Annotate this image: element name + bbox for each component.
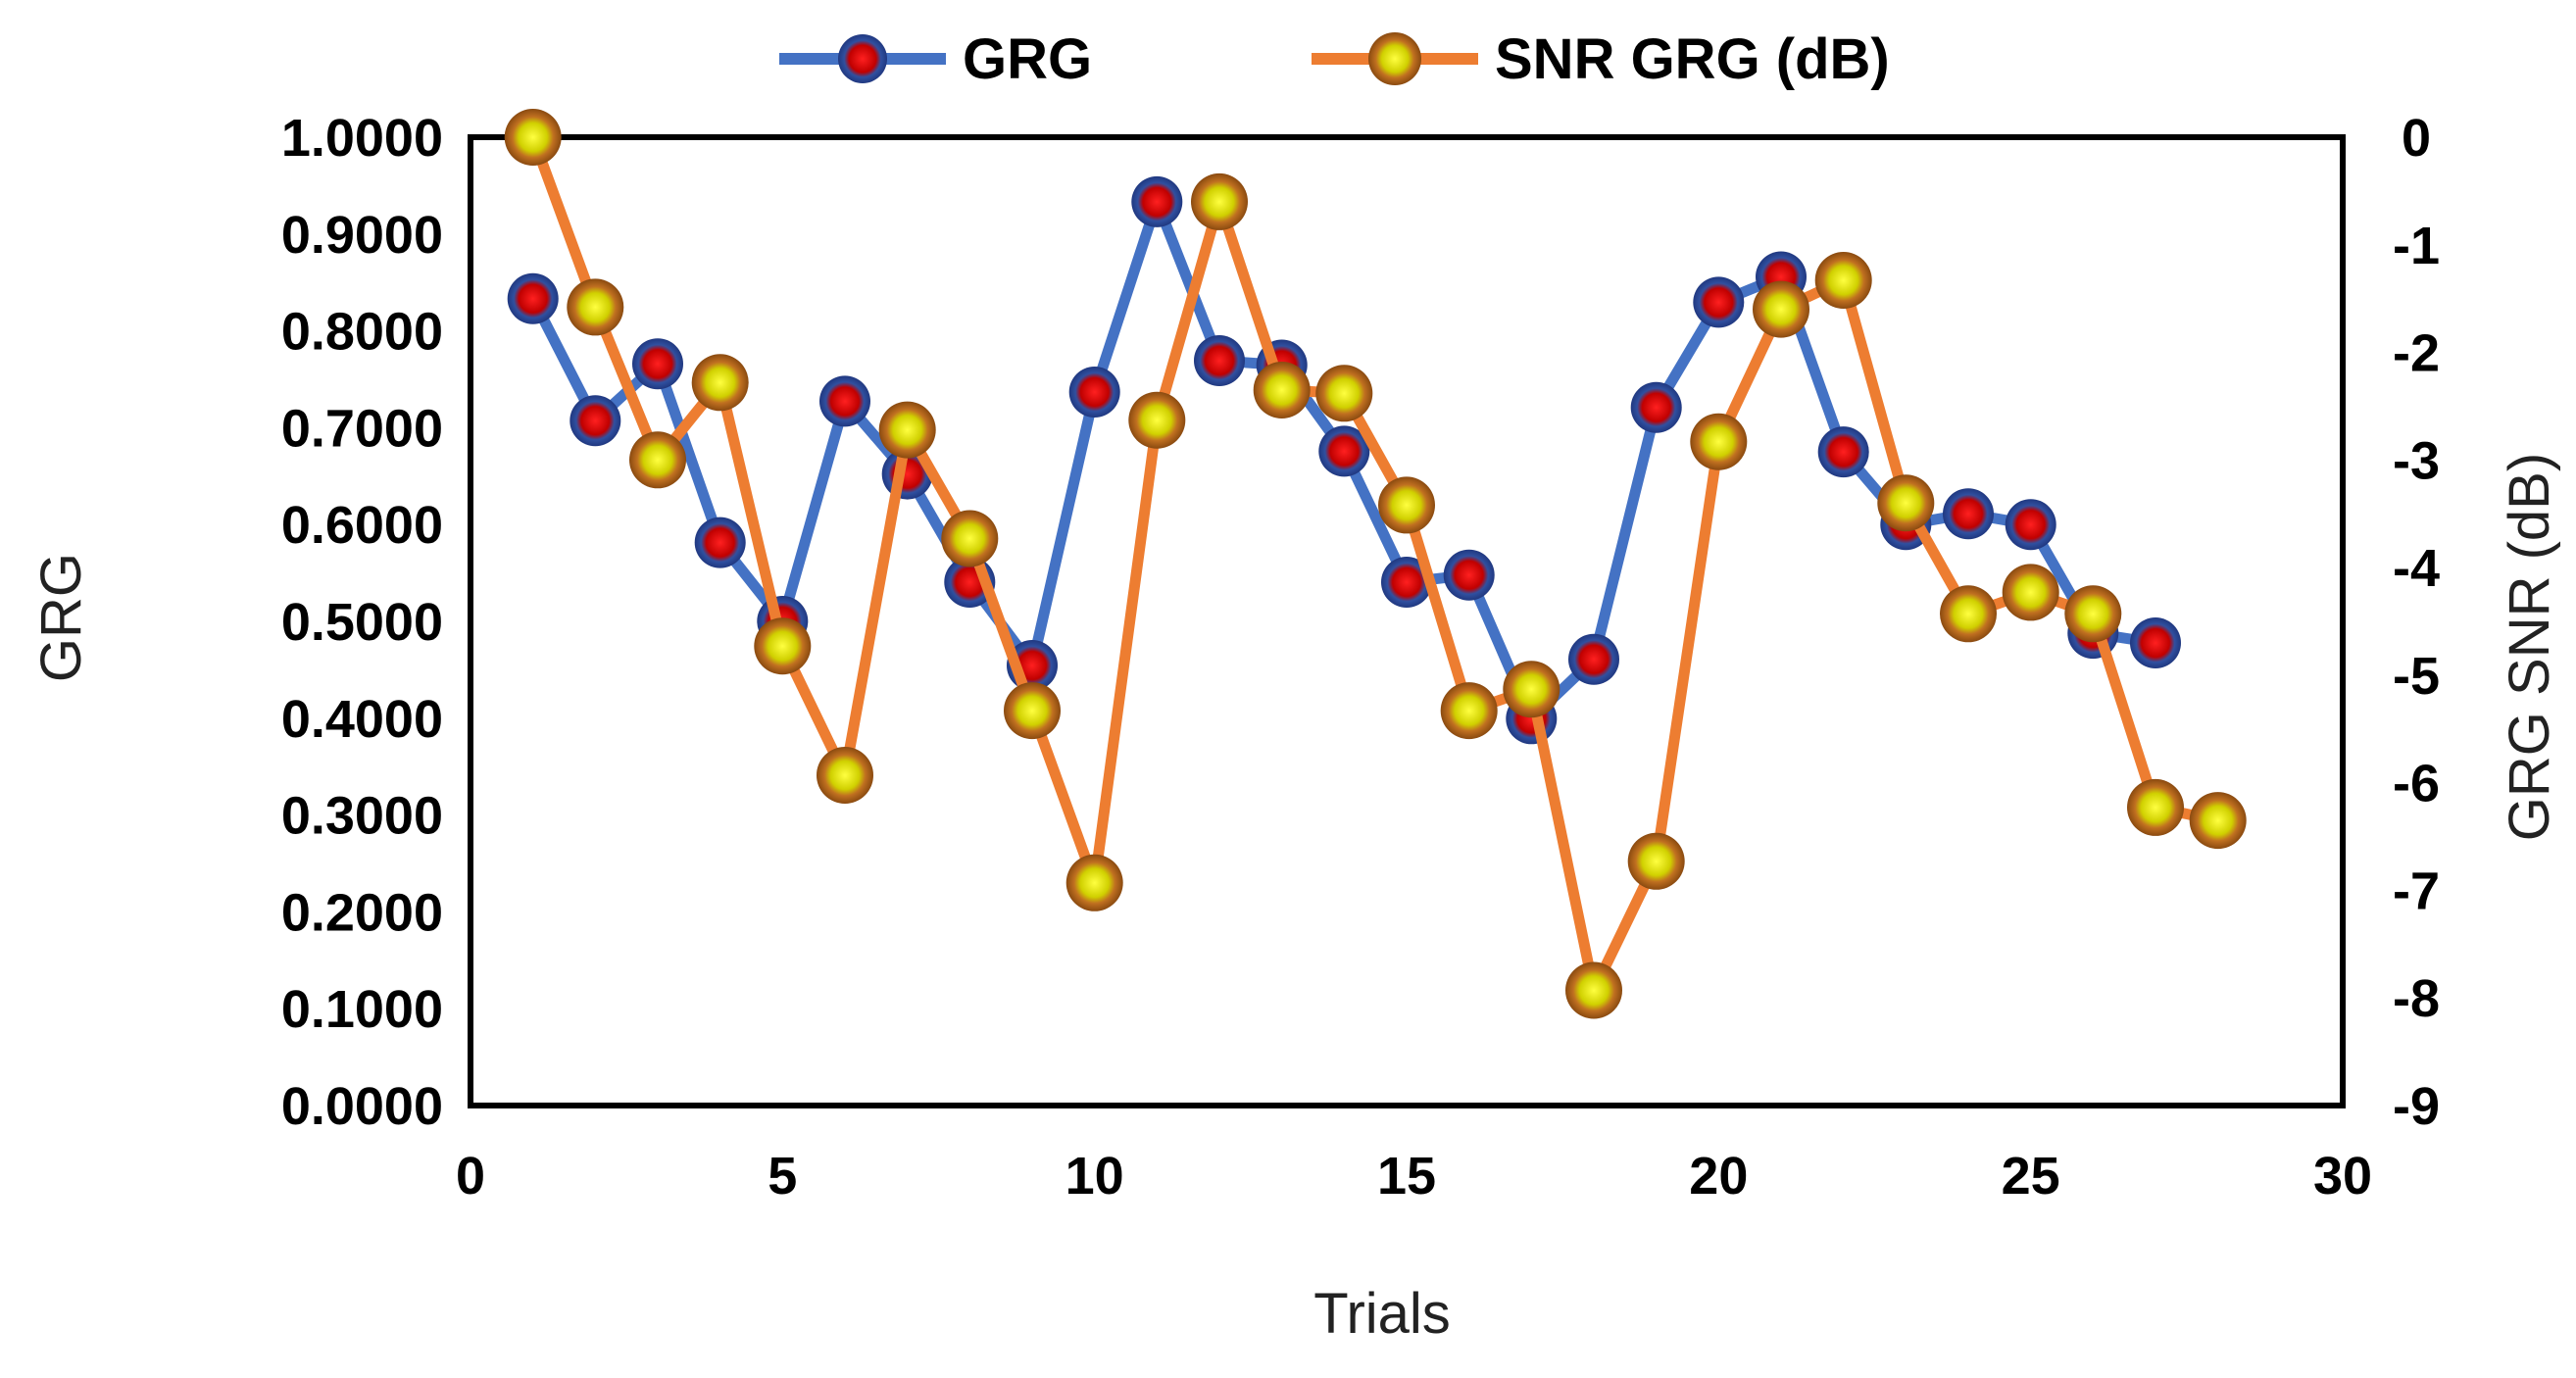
snr-grg-point	[1753, 280, 1809, 338]
snr-grg-point	[1814, 252, 1872, 309]
legend-marker-grg	[838, 34, 887, 83]
snr-grg-point	[2189, 792, 2247, 850]
y-left-tick-label: 0.1000	[281, 980, 443, 1039]
snr-grg-point	[1004, 682, 1061, 740]
snr-grg-line	[527, 135, 2219, 996]
snr-grg-point	[691, 354, 749, 412]
grg-point	[1568, 633, 1619, 685]
grg-point	[507, 272, 559, 324]
y-left-tick-label: 0.3000	[281, 787, 443, 846]
y-left-tick-label: 0.4000	[281, 690, 443, 749]
x-tick-label: 0	[456, 1147, 485, 1206]
snr-grg-point	[817, 747, 873, 804]
grg-point	[1943, 488, 1994, 540]
snr-grg-point	[2127, 778, 2184, 836]
y-right-tick-label: -6	[2393, 755, 2440, 813]
grg-point	[1443, 549, 1495, 601]
x-tick-label: 15	[1377, 1147, 1436, 1206]
grg-point	[1318, 425, 1370, 477]
snr-grg-point	[1503, 661, 1560, 718]
y-right-tick-label: -3	[2393, 431, 2440, 490]
y-right-tick-label: -5	[2393, 647, 2440, 706]
y-right-tick-label: -8	[2393, 969, 2440, 1028]
x-tick-label: 30	[2313, 1147, 2372, 1206]
grg-point	[570, 395, 621, 447]
snr-grg-point	[1940, 585, 1997, 643]
legend-label-grg: GRG	[963, 27, 1092, 91]
grg-point	[1194, 335, 1245, 386]
x-tick-label: 10	[1065, 1147, 1124, 1206]
y-right-tick-label: -7	[2393, 861, 2440, 920]
grg-point	[1693, 276, 1745, 328]
y-left-tick-label: 0.2000	[281, 883, 443, 942]
snr-grg-point	[1627, 832, 1685, 890]
y-right-tick-label: 0	[2402, 109, 2431, 168]
snr-grg-point	[567, 278, 624, 336]
snr-grg-point	[1191, 172, 1248, 230]
snr-grg-point	[1565, 961, 1622, 1019]
snr-grg-point	[2064, 585, 2122, 643]
legend-marker-snr	[1368, 32, 1421, 85]
y-left-tick-label: 0.0000	[281, 1077, 443, 1136]
series-snr-grg	[504, 109, 2247, 1019]
y-axis-left-ticks: 0.0000 0.1000 0.2000 0.3000 0.4000 0.5000 0.60…	[281, 109, 443, 1136]
snr-grg-point	[754, 617, 812, 675]
x-axis-ticks: 0 5 10 15 20 25 30	[456, 1147, 2372, 1206]
snr-grg-point	[504, 109, 562, 166]
snr-grg-point	[1877, 474, 1935, 532]
legend-label-snr: SNR GRG (dB)	[1495, 27, 1890, 91]
snr-grg-point	[1315, 365, 1373, 422]
y-right-tick-label: -2	[2393, 324, 2440, 383]
grg-point	[694, 517, 746, 568]
snr-grg-point	[2002, 564, 2059, 621]
y-left-tick-label: 0.6000	[281, 496, 443, 555]
snr-grg-point	[629, 431, 686, 489]
grg-point	[2005, 499, 2056, 551]
x-tick-label: 5	[768, 1147, 797, 1206]
snr-grg-point	[878, 401, 936, 459]
grg-point	[819, 375, 870, 427]
y-left-tick-label: 0.5000	[281, 593, 443, 652]
y-right-tick-label: -1	[2393, 217, 2440, 275]
y-left-tick-label: 0.8000	[281, 303, 443, 362]
y-right-tick-label: -9	[2393, 1077, 2440, 1136]
y-left-tick-label: 1.0000	[281, 109, 443, 168]
grg-point	[1131, 175, 1183, 227]
snr-grg-point	[1128, 391, 1186, 449]
snr-grg-point	[1065, 854, 1123, 911]
snr-grg-point	[1440, 682, 1498, 740]
grg-point	[1630, 381, 1682, 433]
legend: GRG SNR GRG (dB)	[779, 27, 1890, 91]
y-left-tick-label: 0.9000	[281, 206, 443, 265]
snr-grg-point	[1378, 476, 1435, 534]
y-left-tick-label: 0.7000	[281, 399, 443, 458]
snr-grg-point	[941, 510, 999, 567]
y-axis-right-ticks: -9 -8 -7 -6 -5 -4 -3 -2 -1 0	[2393, 109, 2440, 1136]
x-tick-label: 25	[2002, 1147, 2060, 1206]
grg-point	[1817, 426, 1869, 478]
y-axis-left-title: GRG	[29, 553, 93, 682]
plot-area	[468, 134, 2346, 1108]
x-axis-title: Trials	[1313, 1282, 1451, 1346]
snr-grg-point	[1690, 413, 1748, 470]
grg-point	[2130, 617, 2181, 668]
y-axis-right-title: GRG SNR (dB)	[2498, 453, 2561, 841]
y-right-tick-label: -4	[2393, 539, 2440, 598]
grg-point	[632, 338, 683, 390]
grg-point	[1381, 557, 1432, 608]
x-tick-label: 20	[1689, 1147, 1748, 1206]
snr-grg-point	[1253, 362, 1311, 418]
grg-point	[1068, 367, 1120, 418]
